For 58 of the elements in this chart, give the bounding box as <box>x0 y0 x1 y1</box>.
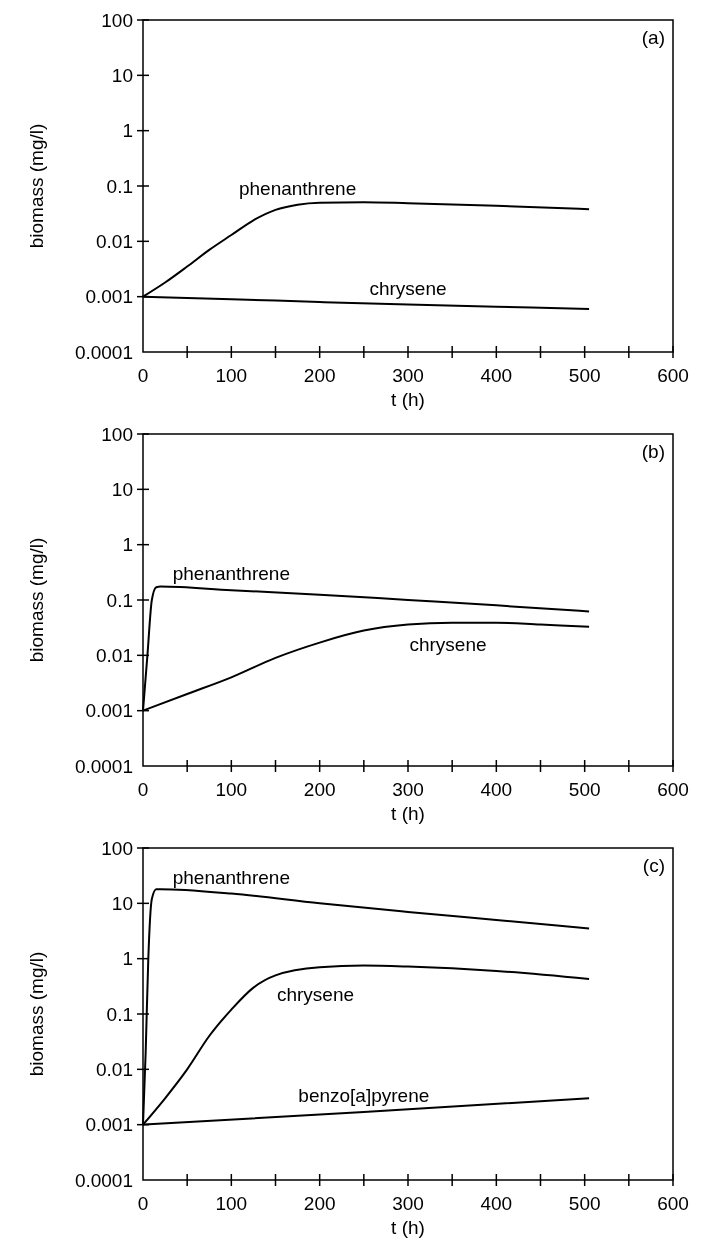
annotation: (b) <box>641 441 665 462</box>
y-tick-label: 0.0001 <box>74 1169 133 1191</box>
y-tick-label: 100 <box>101 837 133 859</box>
y-tick-label: 0.1 <box>106 1003 133 1025</box>
series-label: phenanthrene <box>238 177 357 199</box>
x-tick-label: 0 <box>137 1193 149 1214</box>
x-tick-label: 300 <box>392 365 424 386</box>
x-tick-label: 600 <box>657 779 689 800</box>
x-tick-label: 100 <box>215 1193 248 1214</box>
annotation: (c) <box>642 855 665 876</box>
x-tick-label: 400 <box>480 779 513 800</box>
x-tick-label: 500 <box>568 779 601 800</box>
y-tick-label: 1 <box>122 120 133 142</box>
series-label: chrysene <box>369 277 447 299</box>
y-tick-label: 10 <box>111 892 133 914</box>
y-tick-label: 0.01 <box>96 1058 133 1080</box>
y-tick-label: 10 <box>111 478 133 500</box>
y-tick-label: 0.001 <box>85 286 133 308</box>
x-tick-label: 0 <box>137 779 149 800</box>
y-tick-label: 100 <box>101 423 133 445</box>
x-tick-label: 400 <box>480 1193 513 1214</box>
x-tick-label: 500 <box>568 1193 601 1214</box>
y-tick-label: 0.001 <box>85 700 133 722</box>
annotation: (a) <box>641 27 665 48</box>
y-axis-title: biomass (mg/l) <box>26 537 47 663</box>
series-label: phenanthrene <box>172 563 290 585</box>
series-label: chrysene <box>409 633 487 655</box>
y-tick-label: 0.1 <box>106 589 133 611</box>
x-tick-label: 200 <box>303 779 336 800</box>
y-tick-label: 0.0001 <box>74 341 133 363</box>
x-tick-label: 0 <box>137 365 149 386</box>
y-tick-label: 0.1 <box>106 175 133 197</box>
y-tick-label: 1 <box>122 534 133 556</box>
x-tick-label: 500 <box>568 365 601 386</box>
y-tick-label: 0.001 <box>85 1114 133 1136</box>
x-tick-label: 200 <box>303 1193 336 1214</box>
x-axis-title: t (h) <box>391 803 425 824</box>
x-axis-title: t (h) <box>391 1217 425 1238</box>
y-tick-label: 1 <box>122 948 133 970</box>
x-tick-label: 300 <box>392 1193 424 1214</box>
y-axis-title: biomass (mg/l) <box>26 123 47 249</box>
x-tick-label: 100 <box>215 779 248 800</box>
x-tick-label: 600 <box>657 1193 689 1214</box>
series-label: benzo[a]pyrene <box>298 1084 430 1106</box>
series-label: phenanthrene <box>172 866 290 888</box>
y-tick-label: 0.0001 <box>74 755 133 777</box>
x-tick-label: 200 <box>303 365 336 386</box>
x-tick-label: 600 <box>657 365 689 386</box>
x-tick-label: 400 <box>480 365 513 386</box>
x-tick-label: 100 <box>215 365 248 386</box>
x-axis-title: t (h) <box>391 389 425 410</box>
y-axis-title: biomass (mg/l) <box>26 951 47 1077</box>
y-tick-label: 10 <box>111 64 133 86</box>
y-tick-label: 0.01 <box>96 644 133 666</box>
x-tick-label: 300 <box>392 779 424 800</box>
y-tick-label: 100 <box>101 9 133 31</box>
y-tick-label: 0.01 <box>96 230 133 252</box>
series-label: chrysene <box>276 984 355 1006</box>
